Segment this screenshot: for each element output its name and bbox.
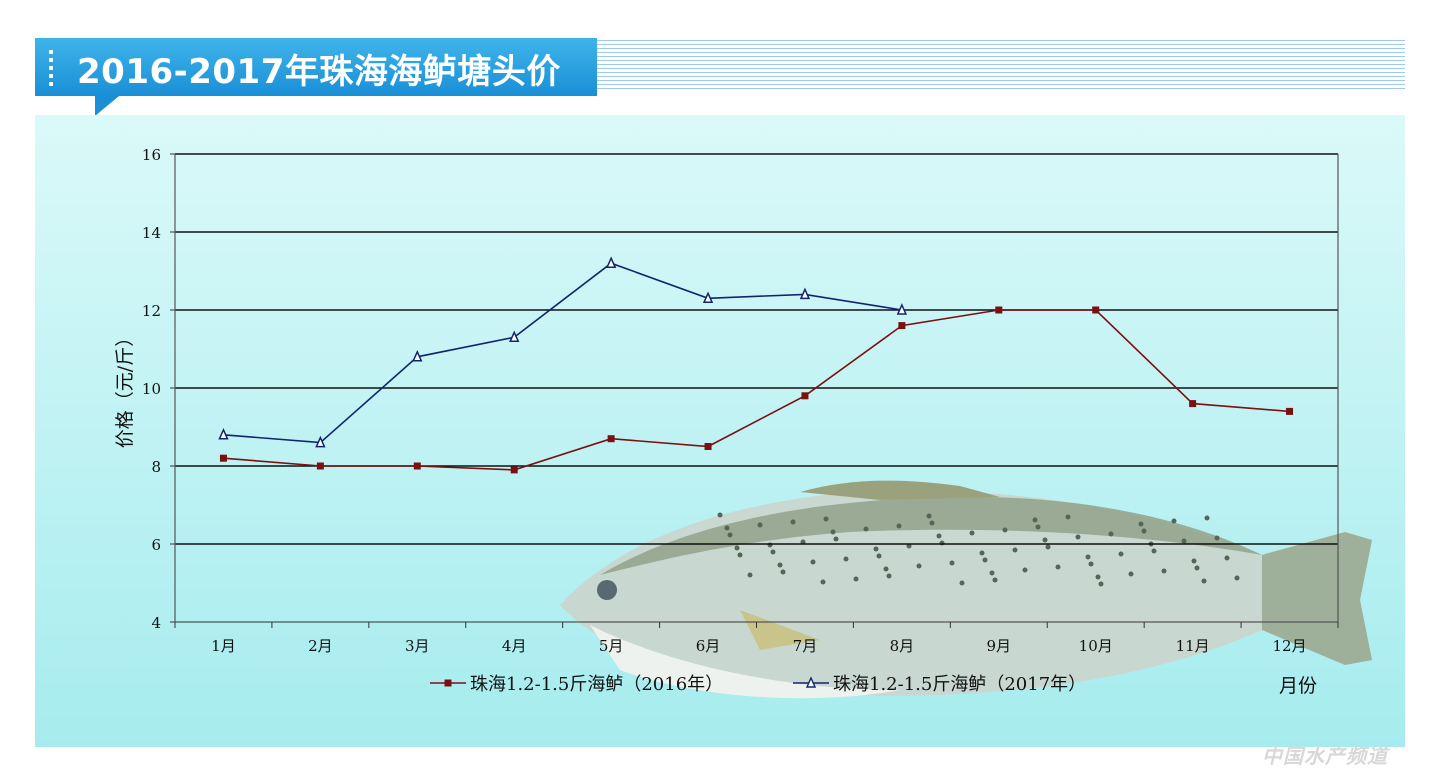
data-point bbox=[316, 462, 324, 470]
fish-image bbox=[560, 480, 1372, 699]
chart-title: 2016-2017年珠海海鲈塘头价 bbox=[77, 52, 561, 92]
x-tick-label: 11月 bbox=[1176, 637, 1210, 655]
data-point bbox=[412, 349, 423, 362]
data-point bbox=[702, 291, 714, 304]
legend-label: 珠海1.2-1.5斤海鲈（2017年） bbox=[833, 674, 1086, 695]
banner-tail-decoration bbox=[95, 96, 119, 116]
y-tick-label: 16 bbox=[142, 146, 161, 164]
x-tick-label: 7月 bbox=[793, 637, 818, 655]
data-point bbox=[510, 466, 518, 474]
data-point bbox=[801, 392, 809, 400]
legend-label: 珠海1.2-1.5斤海鲈（2016年） bbox=[470, 674, 723, 695]
stripes-decoration bbox=[597, 40, 1405, 92]
series-line-1 bbox=[223, 309, 1290, 471]
data-point bbox=[896, 303, 908, 315]
x-tick-label: 9月 bbox=[987, 637, 1012, 655]
x-tick-label: 6月 bbox=[696, 637, 721, 655]
data-point bbox=[995, 306, 1003, 314]
x-tick-label: 12月 bbox=[1272, 637, 1306, 655]
data-point bbox=[1286, 407, 1294, 415]
x-tick-label: 5月 bbox=[599, 637, 624, 655]
data-point bbox=[799, 287, 811, 300]
y-tick-label: 12 bbox=[142, 302, 161, 320]
x-tick-label: 3月 bbox=[405, 637, 430, 655]
data-point bbox=[218, 427, 229, 440]
y-tick-label: 10 bbox=[142, 380, 161, 398]
title-banner: 2016-2017年珠海海鲈塘头价 bbox=[35, 38, 597, 96]
data-point bbox=[605, 256, 617, 268]
x-tick-label: 2月 bbox=[308, 637, 333, 655]
data-point bbox=[607, 435, 615, 443]
data-point bbox=[509, 330, 520, 343]
y-axis-label: 价格（元/斤） bbox=[114, 328, 136, 448]
y-tick-label: 6 bbox=[151, 536, 161, 554]
data-point bbox=[315, 435, 326, 448]
watermark-logo: 中国水产频道 bbox=[1262, 744, 1388, 768]
data-point bbox=[898, 322, 906, 330]
data-point bbox=[1092, 306, 1100, 314]
x-tick-label: 10月 bbox=[1079, 637, 1113, 655]
x-axis-label: 月份 bbox=[1279, 675, 1317, 697]
y-tick-label: 14 bbox=[142, 224, 161, 242]
legend-marker bbox=[805, 676, 817, 688]
y-tick-label: 4 bbox=[151, 614, 161, 632]
data-point bbox=[413, 462, 421, 470]
x-tick-label: 4月 bbox=[502, 637, 527, 655]
x-tick-label: 8月 bbox=[890, 637, 915, 655]
series-line-2 bbox=[223, 262, 903, 444]
data-point bbox=[1189, 400, 1197, 408]
data-point bbox=[219, 454, 227, 462]
data-point bbox=[704, 443, 712, 450]
x-tick-label: 1月 bbox=[211, 637, 236, 655]
y-tick-label: 8 bbox=[151, 458, 161, 476]
legend-marker bbox=[444, 679, 452, 687]
banner-dots-decoration bbox=[49, 50, 53, 86]
